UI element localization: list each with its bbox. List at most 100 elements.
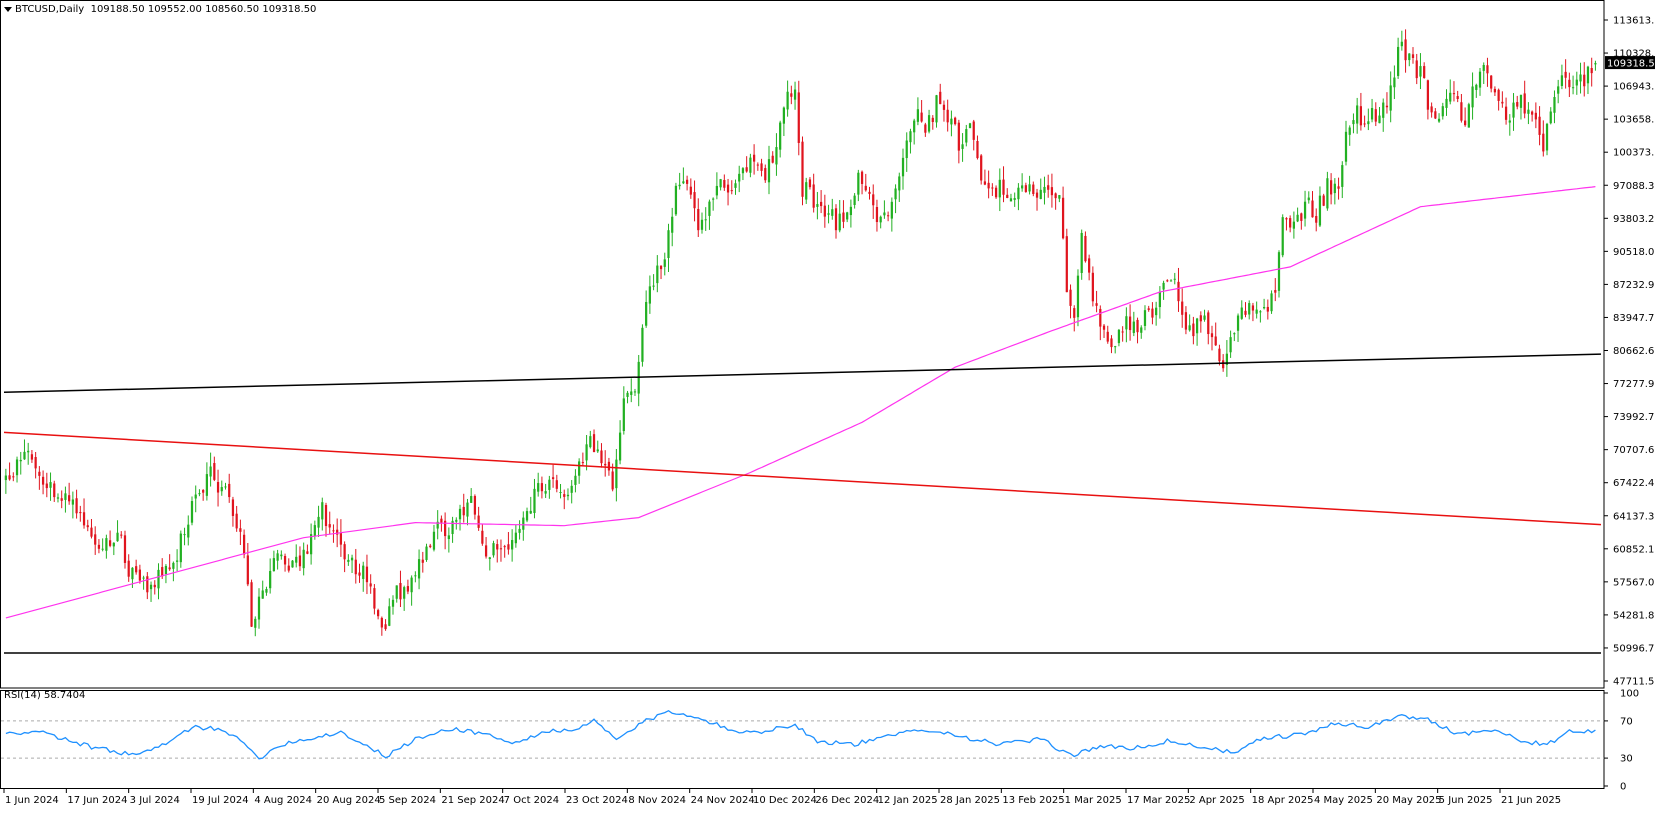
candle-body (1054, 193, 1057, 199)
dropdown-triangle-icon[interactable] (4, 6, 12, 12)
candle-body (1136, 319, 1139, 333)
candle (983, 169, 987, 186)
candle-body (1013, 198, 1016, 200)
candle (1419, 53, 1422, 90)
candle (1043, 176, 1046, 205)
candle (417, 549, 421, 590)
candle (1341, 161, 1344, 199)
candle-body (1222, 360, 1225, 369)
candle (19, 451, 22, 475)
candle-body (254, 618, 257, 628)
candle (525, 507, 529, 523)
candle (138, 564, 141, 584)
ohlc-values: 109188.50 109552.00 108560.50 109318.50 (90, 4, 317, 15)
time-tick-label: 21 Jun 2025 (1501, 795, 1561, 806)
candle-body (723, 179, 726, 188)
candle-body (522, 517, 525, 530)
candle-body (101, 548, 104, 550)
candle (786, 80, 789, 117)
candle (883, 200, 886, 219)
candle-body (1028, 184, 1031, 192)
candle (146, 572, 149, 600)
candle (34, 451, 37, 479)
candle (8, 462, 11, 481)
trend-line[interactable] (3, 431, 1602, 526)
candle-body (406, 586, 410, 592)
candle (257, 588, 261, 629)
rsi-tick-label: 30 (1620, 754, 1633, 765)
candle (1464, 107, 1467, 127)
candle (1519, 94, 1523, 120)
candle (365, 554, 369, 595)
candle-body (872, 194, 875, 206)
price-tick-label: 97088.35 (1613, 181, 1655, 192)
candle-body (1385, 105, 1389, 108)
candle (1184, 306, 1188, 335)
upper-support-line[interactable] (3, 353, 1602, 394)
time-tick-label: 7 Oct 2024 (504, 795, 559, 806)
candle-body (15, 459, 19, 476)
candle (972, 119, 975, 151)
candle-body (697, 208, 700, 231)
candle-body (1534, 112, 1537, 120)
candle (269, 558, 272, 594)
candle (1181, 288, 1184, 328)
candle-body (1140, 327, 1143, 333)
candle (712, 197, 715, 211)
candle (157, 563, 160, 600)
rsi-tick-label: 0 (1620, 782, 1626, 793)
candle-body (1255, 309, 1258, 314)
candle (808, 177, 812, 190)
candle-body (71, 499, 74, 505)
candle-body (946, 109, 949, 123)
time-tick-label: 12 Jan 2025 (878, 795, 938, 806)
candle-body (306, 551, 309, 554)
candle (976, 135, 979, 160)
candle-body (864, 185, 867, 191)
price-tick-label: 93803.20 (1613, 214, 1655, 225)
chart-title: BTCUSD,Daily 109188.50 109552.00 108560.… (4, 4, 316, 15)
candle (574, 469, 577, 493)
candle-body (1497, 89, 1500, 101)
candle (1262, 298, 1266, 310)
candle-body (846, 212, 849, 220)
candle (64, 486, 67, 513)
candle (373, 584, 376, 615)
time-tick-label: 10 Dec 2024 (753, 795, 817, 806)
candle (853, 193, 856, 209)
time-tick-label: 20 Aug 2024 (317, 795, 381, 806)
candle (514, 524, 517, 548)
candle-body (64, 493, 67, 500)
candle (1076, 269, 1080, 327)
candle-body (1117, 329, 1121, 344)
candle-body (321, 502, 324, 520)
candle (987, 170, 990, 199)
candle (153, 580, 156, 595)
candle-body (224, 486, 227, 488)
candle-body (689, 186, 692, 195)
candle (697, 198, 700, 237)
candle (559, 484, 562, 499)
candle-body (1471, 86, 1474, 108)
candle-body (1236, 315, 1240, 331)
candle (343, 541, 346, 573)
candle (1229, 330, 1232, 358)
candle (1091, 266, 1094, 307)
candle-body (1437, 118, 1441, 122)
rsi-pane-frame (0, 690, 1605, 789)
candle (302, 542, 305, 576)
candle-body (875, 207, 879, 223)
price-tick-label: 73992.75 (1613, 412, 1655, 423)
candle (1493, 86, 1497, 96)
candle-body (362, 565, 365, 579)
candle (1143, 305, 1147, 331)
candle-body (444, 520, 447, 537)
candle-body (161, 567, 164, 577)
candle (1318, 186, 1322, 228)
candle-body (682, 181, 685, 184)
candle (1385, 92, 1389, 114)
candle (1177, 267, 1180, 312)
candle-body (1370, 108, 1374, 120)
candle-body (961, 144, 964, 149)
